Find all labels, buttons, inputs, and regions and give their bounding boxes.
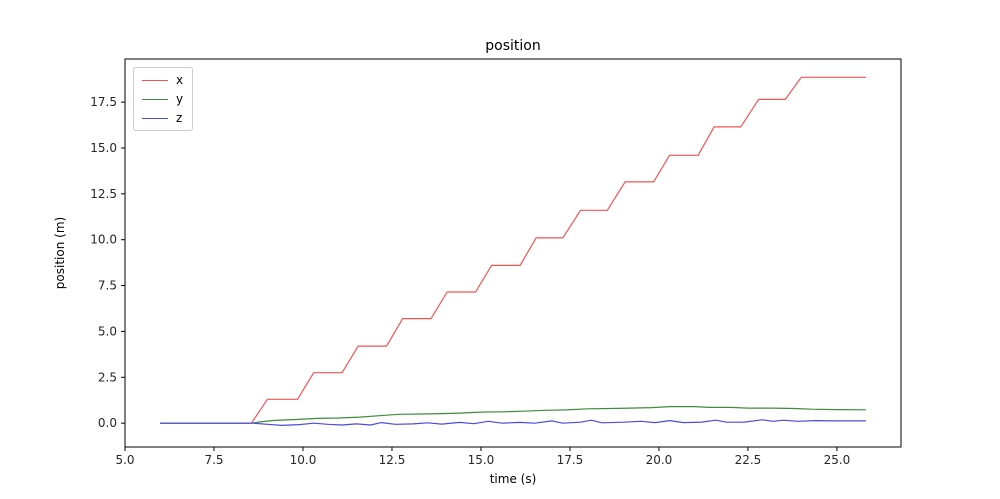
x-tick-label: 15.0 (468, 453, 495, 467)
series-line-y (160, 406, 867, 424)
legend-label-y: y (176, 92, 184, 106)
x-tick-label: 12.5 (379, 453, 406, 467)
legend-entry-z: z (142, 111, 183, 125)
axes-spines (124, 58, 902, 448)
x-tick-label: 22.5 (735, 453, 762, 467)
series-line-z (160, 419, 867, 426)
x-tick-label: 25.0 (824, 453, 851, 467)
y-tick-label: 0.0 (98, 416, 117, 430)
chart-title: position (485, 38, 541, 54)
y-tick-label: 5.0 (98, 324, 117, 338)
legend-entry-x: x (142, 73, 183, 87)
series-line-x (160, 76, 867, 424)
x-axis-label: time (s) (489, 472, 537, 486)
x-tick-label: 7.5 (204, 453, 223, 467)
legend-entry-y: y (142, 92, 183, 106)
legend-line-sample-x (142, 79, 168, 81)
legend: x y z (133, 67, 194, 131)
y-tick-label: 15.0 (90, 141, 117, 155)
y-tick-label: 12.5 (90, 187, 117, 201)
y-tick-label: 2.5 (98, 370, 117, 384)
x-tick-label: 10.0 (290, 453, 317, 467)
y-tick-label: 17.5 (90, 95, 117, 109)
legend-label-z: z (176, 111, 183, 125)
legend-label-x: x (176, 73, 184, 87)
x-tick-label: 17.5 (557, 453, 584, 467)
y-tick-label: 7.5 (98, 279, 117, 293)
legend-line-sample-y (142, 98, 168, 100)
y-axis-label: position (m) (53, 216, 67, 290)
y-tick-label: 10.0 (90, 233, 117, 247)
x-tick-label: 20.0 (646, 453, 673, 467)
x-tick-label: 5.0 (115, 453, 134, 467)
legend-line-sample-z (142, 117, 168, 119)
